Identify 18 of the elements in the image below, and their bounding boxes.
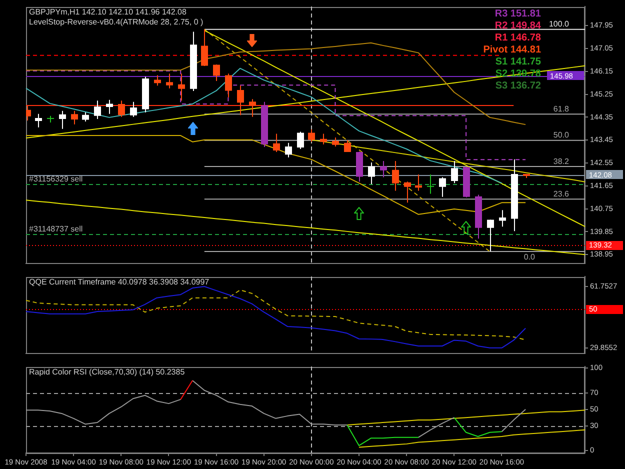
chart-title: GBPJPYm,H1 142.10 142.10 141.96 142.08: [29, 8, 187, 17]
text: LevelStop-Reverse-vB0.4(ATRMode 28, 2.75, 0 ): [29, 18, 204, 27]
series-label: 100.0: [548, 20, 570, 29]
annotation: Pivot 144.81: [483, 44, 542, 56]
annotation: R3 151.81: [494, 8, 542, 20]
chart-title: QQE Current Timeframe 40.0978 36.3908 34.0997: [29, 278, 210, 287]
annotation: #31148737 sell: [29, 224, 83, 234]
annotation: S3 136.72: [495, 80, 542, 92]
annotation: R1 146.78: [494, 32, 542, 44]
annotation: S1 141.75: [495, 56, 542, 68]
series-label: 61.8: [553, 104, 570, 114]
series-label: 38.2: [553, 156, 570, 166]
series-label: 0.0: [524, 252, 536, 262]
series-label: 23.6: [553, 189, 570, 198]
annotation: R2 149.84: [494, 20, 542, 32]
annotation: #31156329 sell: [29, 174, 83, 184]
series-label: 50.0: [553, 130, 570, 140]
chart-title: Rapid Color RSI (Close,70,30) (14) 50.2385: [29, 368, 186, 377]
